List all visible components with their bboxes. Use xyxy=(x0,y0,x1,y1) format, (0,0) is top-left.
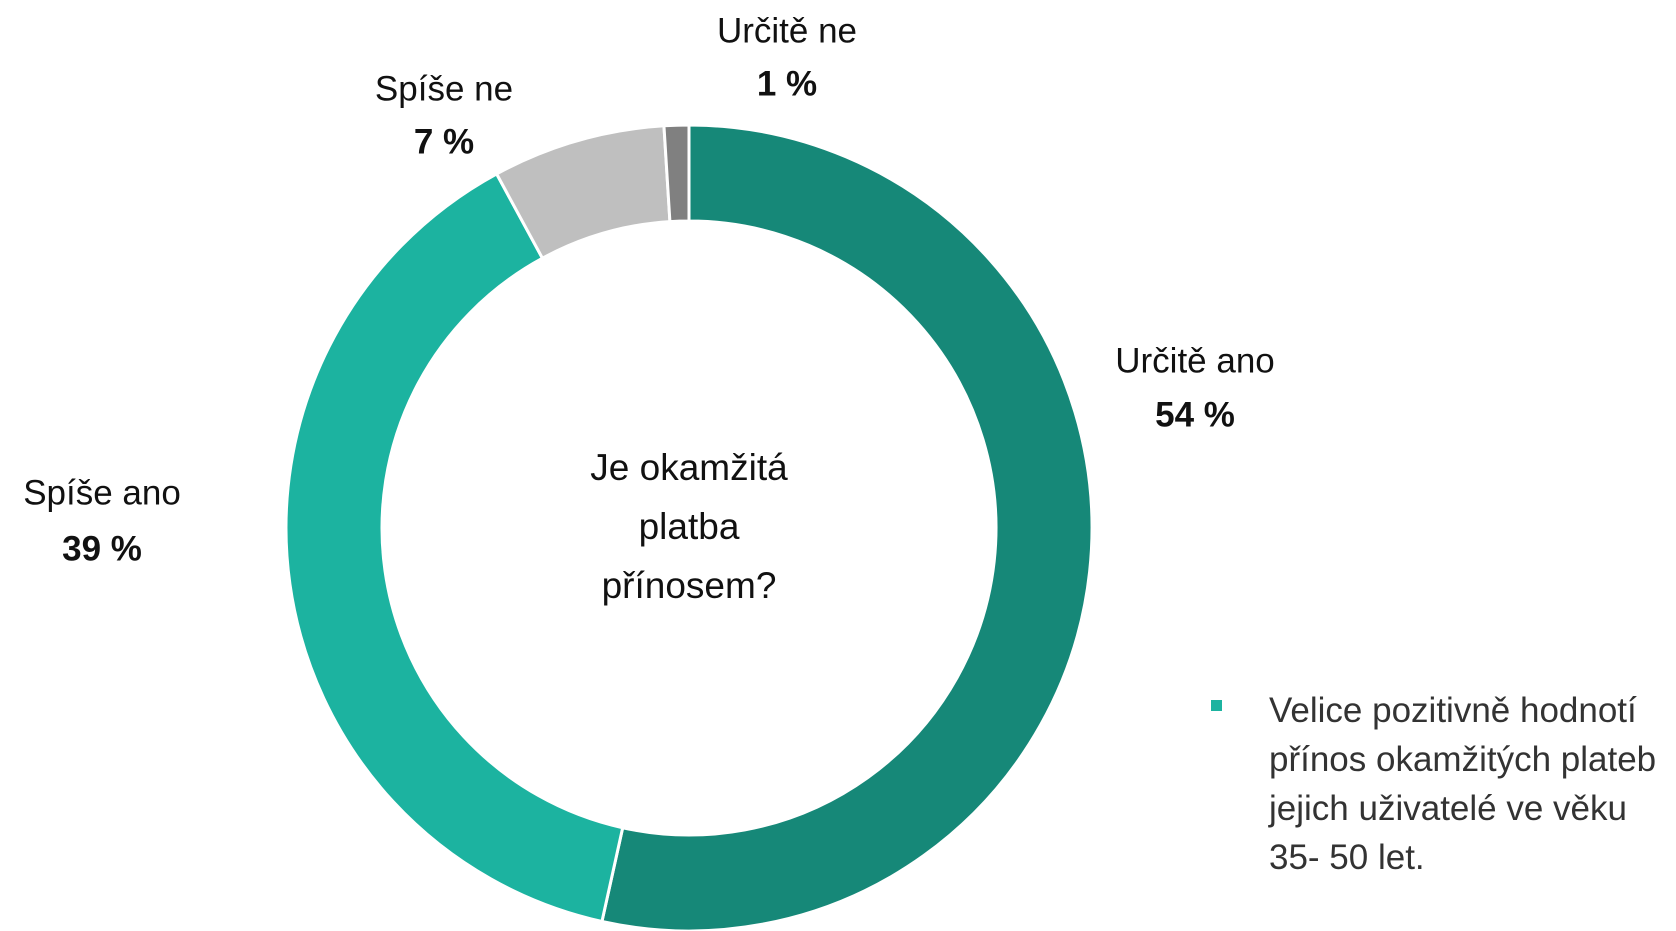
value-label: 39 % xyxy=(62,529,142,568)
value-label: 54 % xyxy=(1155,395,1235,434)
donut-slice xyxy=(600,123,1094,931)
note: Velice pozitivně hodnotí přínos okamžitý… xyxy=(1269,691,1657,877)
donut-slice xyxy=(662,123,691,224)
donut-slice xyxy=(284,171,625,924)
slice-label: Spíše ano xyxy=(23,473,181,512)
slice-label: Určitě ano xyxy=(1115,341,1275,380)
center-text: Je okamžitá platba přínosem? xyxy=(590,447,788,606)
value-label: 1 % xyxy=(757,64,817,103)
note-bullet xyxy=(1211,700,1222,711)
slice-label: Určitě ne xyxy=(717,11,857,50)
value-label: 7 % xyxy=(414,122,474,161)
slice-label: Spíše ne xyxy=(375,69,513,108)
